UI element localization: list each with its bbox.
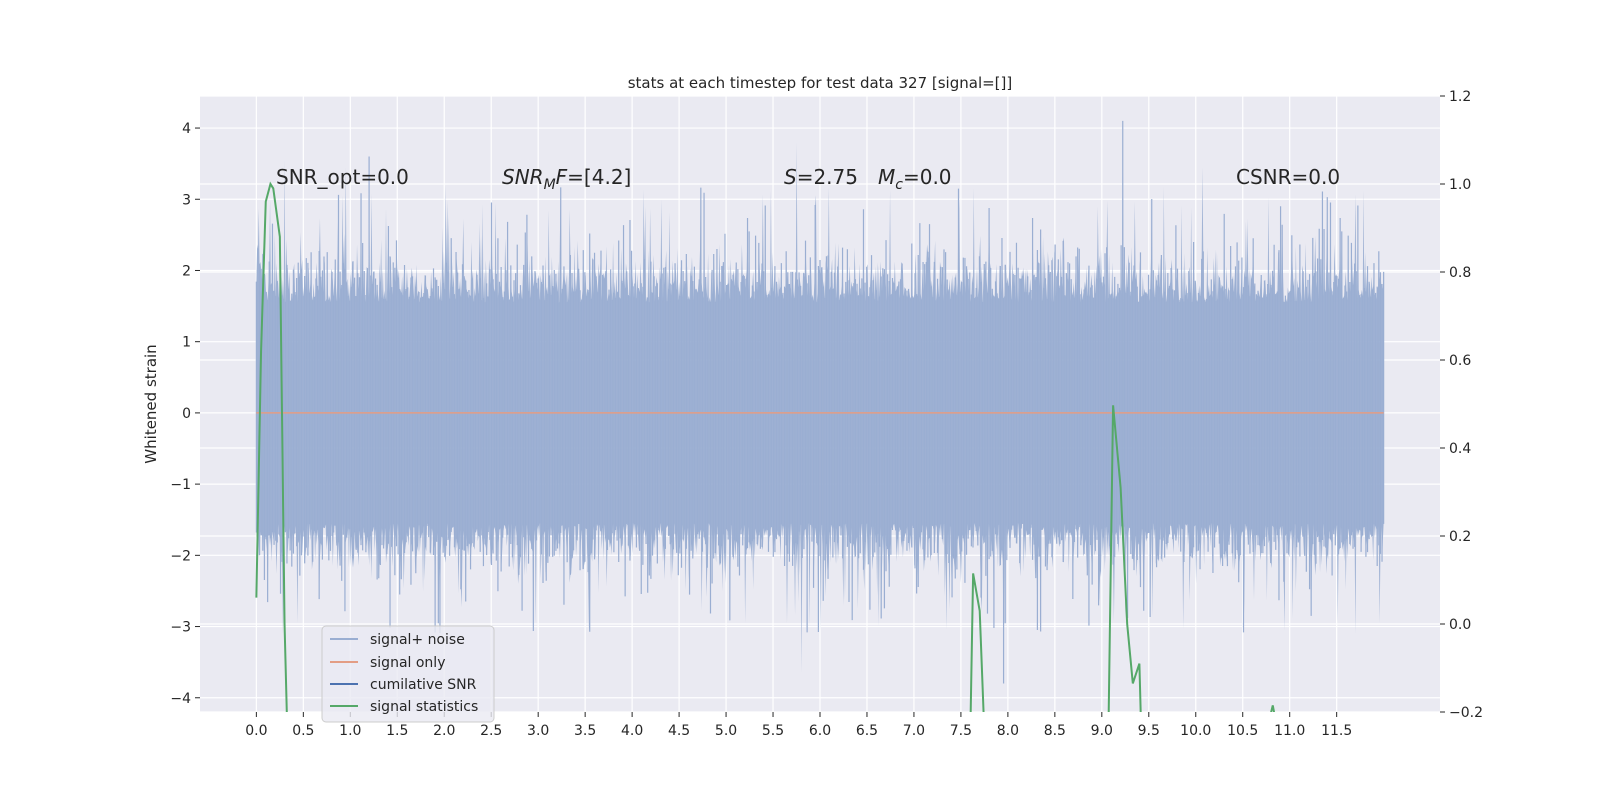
legend: signal+ noise signal only cumilative SNR… xyxy=(321,625,495,723)
x-tick-label: 5.0 xyxy=(715,723,737,739)
y-tick-label: −2 xyxy=(170,548,191,564)
annotation-s-stat-value: =2.75 xyxy=(797,165,858,189)
annotation-snr-opt: SNR_opt=0.0 xyxy=(276,165,409,189)
y2-tick-label: 0.0 xyxy=(1449,617,1471,633)
y-axis-right: 1.2 1.0 0.8 0.6 0.4 0.2 0.0 −0.2 xyxy=(1440,89,1483,721)
y-tick-label: −4 xyxy=(170,691,191,707)
legend-label-signal-statistics: signal statistics xyxy=(370,699,478,715)
y2-tick-label: 0.8 xyxy=(1449,265,1471,281)
x-tick-label: 0.0 xyxy=(245,723,267,739)
x-tick-label: 9.0 xyxy=(1091,723,1113,739)
x-tick-label: 4.0 xyxy=(621,723,643,739)
legend-label-signal-only: signal only xyxy=(370,655,445,671)
x-tick-label: 11.0 xyxy=(1274,723,1305,739)
x-tick-label: 5.5 xyxy=(762,723,784,739)
annotation-snr-mf: SNRMF=[4.2] xyxy=(502,165,631,193)
series-signal-statistics-line xyxy=(969,573,985,712)
y-tick-label: −1 xyxy=(170,477,191,493)
x-tick-label: 7.0 xyxy=(903,723,925,739)
annotation-snr-mf-value: =[4.2] xyxy=(567,165,631,189)
legend-label-signal-noise: signal+ noise xyxy=(370,632,465,648)
x-tick-label: 3.5 xyxy=(574,723,596,739)
y2-tick-label: 0.6 xyxy=(1449,353,1471,369)
x-tick-label: 2.5 xyxy=(480,723,502,739)
legend-label-cumulative-snr: cumilative SNR xyxy=(370,677,477,693)
y-axis-left: 4 3 2 1 0 −1 −2 −3 −4 xyxy=(170,121,200,707)
y-tick-label: 4 xyxy=(182,121,191,137)
annotation-s-stat: S=2.75 xyxy=(784,165,858,189)
series-layer xyxy=(255,120,1385,712)
annotation-mc: Mc=0.0 xyxy=(878,165,952,193)
x-tick-label: 10.5 xyxy=(1227,723,1258,739)
annotation-csnr: CSNR=0.0 xyxy=(1236,165,1340,189)
x-tick-label: 1.0 xyxy=(339,723,361,739)
x-tick-label: 4.5 xyxy=(668,723,690,739)
y2-tick-label: 1.0 xyxy=(1449,177,1471,193)
y-axis-label: Whitened strain xyxy=(142,344,160,463)
annotation-mc-value: =0.0 xyxy=(903,165,952,189)
y-tick-label: 3 xyxy=(182,192,191,208)
y2-tick-label: 0.4 xyxy=(1449,441,1471,457)
y-tick-label: 0 xyxy=(182,406,191,422)
y-tick-label: 2 xyxy=(182,263,191,279)
x-tick-label: 8.5 xyxy=(1044,723,1066,739)
x-tick-label: 9.5 xyxy=(1138,723,1160,739)
x-axis: 0.0 0.5 1.0 1.5 2.0 2.5 3.0 3.5 4.0 4.5 5.0 5.5 6.0 6… xyxy=(245,712,1352,739)
y2-tick-label: 0.2 xyxy=(1449,529,1471,545)
series-signal-statistics-line xyxy=(1270,705,1276,712)
x-tick-label: 3.0 xyxy=(527,723,549,739)
x-tick-label: 0.5 xyxy=(292,723,314,739)
y-tick-label: −3 xyxy=(170,620,191,636)
legend-box xyxy=(321,625,495,723)
x-tick-label: 6.0 xyxy=(809,723,831,739)
y2-tick-label: 1.2 xyxy=(1449,89,1471,105)
x-tick-label: 6.5 xyxy=(856,723,878,739)
chart-title: stats at each timestep for test data 327… xyxy=(628,74,1013,92)
x-tick-label: 7.5 xyxy=(950,723,972,739)
y-tick-label: 1 xyxy=(182,335,191,351)
x-tick-label: 11.5 xyxy=(1321,723,1352,739)
x-tick-label: 2.0 xyxy=(433,723,455,739)
series-signal-statistics-line xyxy=(255,181,288,712)
series-signal-statistics-line xyxy=(1107,405,1142,712)
y2-tick-label: −0.2 xyxy=(1449,705,1483,721)
x-tick-label: 10.0 xyxy=(1180,723,1211,739)
x-tick-label: 8.0 xyxy=(997,723,1019,739)
x-tick-label: 1.5 xyxy=(386,723,408,739)
